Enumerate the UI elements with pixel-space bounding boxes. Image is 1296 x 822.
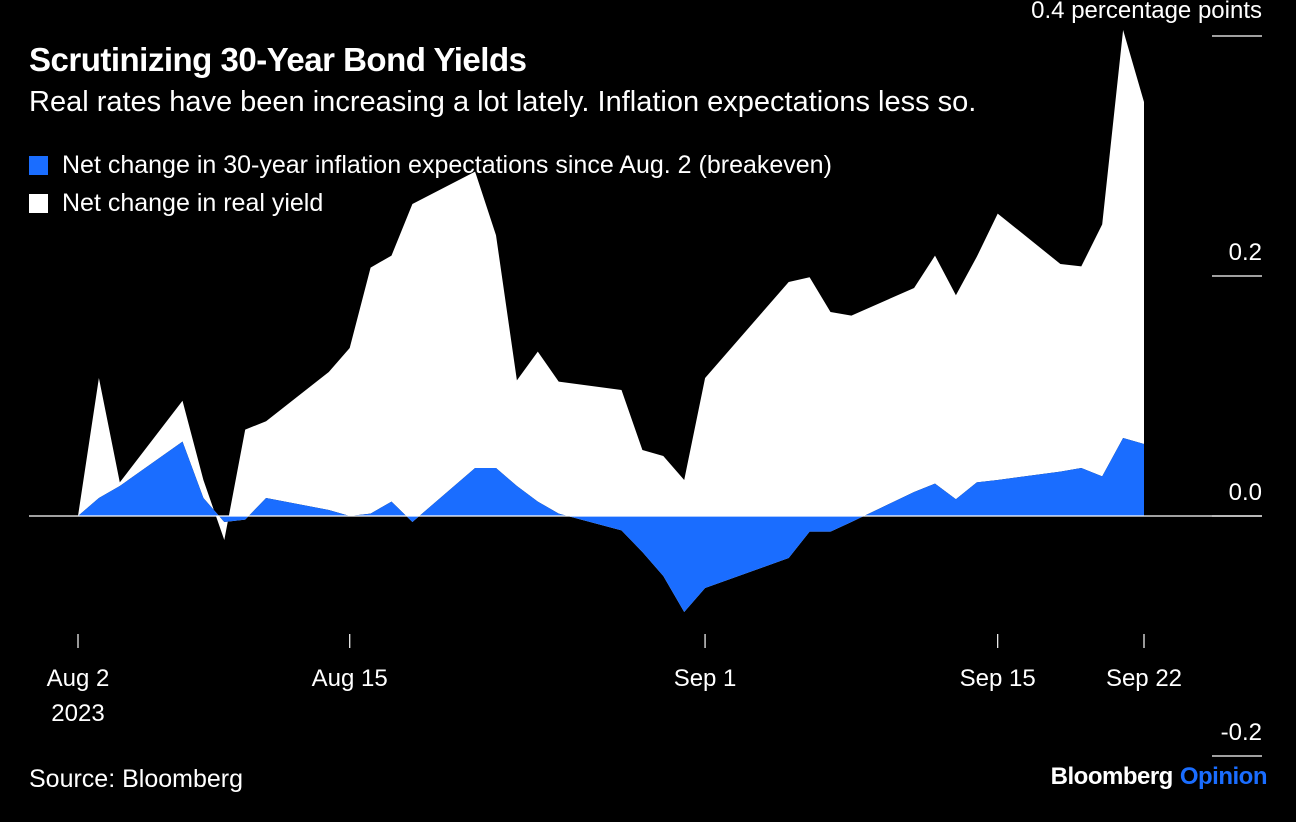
- brand-logo: Bloomberg Opinion: [1050, 763, 1268, 791]
- x-tick-label: Sep 1: [674, 665, 737, 692]
- legend-swatch-real-yield: [29, 193, 48, 213]
- brand-suffix: Opinion: [1179, 763, 1268, 790]
- area-real-yield: [78, 30, 1144, 612]
- legend-label-real-yield: Net change in real yield: [62, 188, 324, 217]
- chart-legend: Net change in 30-year inflation expectat…: [29, 146, 832, 222]
- x-tick-sublabel: 2023: [51, 700, 104, 727]
- legend-item-real-yield: Net change in real yield: [29, 184, 832, 222]
- legend-label-breakeven: Net change in 30-year inflation expectat…: [62, 150, 832, 179]
- brand-name: Bloomberg: [1050, 763, 1174, 790]
- y-tick-label: -0.2: [1221, 719, 1262, 746]
- area-breakeven: [78, 438, 1144, 612]
- x-tick-label: Sep 15: [960, 665, 1036, 692]
- x-tick-label: Aug 2: [47, 665, 110, 692]
- y-unit-label: 0.4 percentage points: [1031, 0, 1262, 24]
- y-tick-label: 0.2: [1229, 239, 1262, 266]
- y-tick-label: 0.0: [1229, 479, 1262, 506]
- x-tick-label: Sep 22: [1106, 665, 1182, 692]
- chart-subtitle: Real rates have been increasing a lot la…: [29, 86, 977, 118]
- source-note: Source: Bloomberg: [29, 765, 244, 793]
- chart-title: Scrutinizing 30-Year Bond Yields: [29, 41, 527, 78]
- legend-swatch-breakeven: [29, 155, 48, 175]
- legend-item-breakeven: Net change in 30-year inflation expectat…: [29, 146, 832, 184]
- x-tick-label: Aug 15: [312, 665, 388, 692]
